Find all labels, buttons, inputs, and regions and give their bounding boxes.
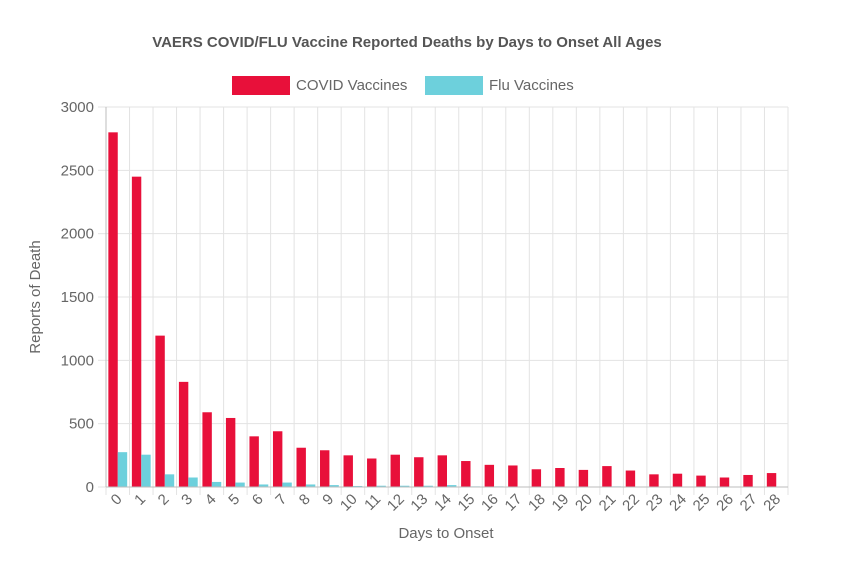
- x-tick-label: 12: [384, 491, 408, 515]
- x-tick-label: 1: [131, 491, 149, 509]
- x-tick-label: 2: [155, 491, 173, 509]
- legend[interactable]: COVID Vaccines Flu Vaccines: [232, 76, 574, 95]
- x-tick-label: 22: [619, 491, 643, 515]
- x-tick-label: 10: [337, 491, 361, 515]
- x-tick-label: 14: [431, 491, 455, 515]
- legend-item-covid[interactable]: COVID Vaccines: [232, 76, 407, 95]
- x-tick-label: 13: [407, 491, 431, 515]
- bar-flu[interactable]: [282, 483, 291, 487]
- bar-covid[interactable]: [461, 461, 470, 487]
- bar-covid[interactable]: [391, 455, 400, 487]
- legend-swatch-covid: [232, 76, 290, 95]
- y-tick-label: 3000: [61, 99, 94, 116]
- bar-covid[interactable]: [555, 468, 564, 487]
- bar-covid[interactable]: [132, 177, 141, 487]
- x-tick-label: 21: [596, 491, 620, 515]
- x-tick-label: 9: [319, 491, 337, 509]
- bar-covid[interactable]: [226, 418, 235, 487]
- bar-covid[interactable]: [602, 466, 611, 487]
- x-tick-label: 6: [249, 491, 267, 509]
- bar-covid[interactable]: [249, 436, 258, 487]
- x-tick-label: 3: [178, 491, 196, 509]
- bar-covid[interactable]: [179, 382, 188, 487]
- bar-flu[interactable]: [212, 482, 221, 487]
- bar-covid[interactable]: [202, 412, 211, 487]
- bar-covid[interactable]: [720, 478, 729, 488]
- x-tick-label: 0: [108, 491, 126, 509]
- x-tick-label: 15: [455, 491, 479, 515]
- bar-flu[interactable]: [188, 478, 197, 488]
- bar-covid[interactable]: [696, 476, 705, 487]
- x-tick-label: 26: [713, 491, 737, 515]
- legend-label-flu: Flu Vaccines: [489, 77, 574, 94]
- y-tick-label: 500: [69, 416, 94, 433]
- bar-covid[interactable]: [273, 431, 282, 487]
- bar-covid[interactable]: [649, 474, 658, 487]
- bar-covid[interactable]: [485, 465, 494, 487]
- y-tick-label: 2500: [61, 162, 94, 179]
- bar-covid[interactable]: [626, 471, 635, 487]
- bars: [108, 132, 785, 487]
- legend-item-flu[interactable]: Flu Vaccines: [425, 76, 574, 95]
- x-tick-label: 27: [737, 491, 761, 515]
- x-tick-label: 23: [643, 491, 667, 515]
- bar-flu[interactable]: [118, 452, 127, 487]
- x-tick-label: 5: [225, 491, 243, 509]
- legend-swatch-flu: [425, 76, 483, 95]
- x-tick-label: 16: [478, 491, 502, 515]
- bar-covid[interactable]: [532, 469, 541, 487]
- bar-flu[interactable]: [235, 483, 244, 487]
- bar-covid[interactable]: [155, 336, 164, 487]
- legend-label-covid: COVID Vaccines: [296, 77, 407, 94]
- y-axis-title: Reports of Death: [27, 240, 44, 353]
- x-axis-title: Days to Onset: [398, 525, 494, 542]
- x-tick-label: 8: [296, 491, 314, 509]
- bar-covid[interactable]: [508, 465, 517, 487]
- x-tick-label: 17: [502, 491, 526, 515]
- bar-covid[interactable]: [296, 448, 305, 487]
- bar-covid[interactable]: [579, 470, 588, 487]
- bar-flu[interactable]: [165, 474, 174, 487]
- y-tick-label: 1500: [61, 289, 94, 306]
- y-tick-label: 1000: [61, 352, 94, 369]
- bar-covid[interactable]: [414, 457, 423, 487]
- bar-covid[interactable]: [438, 455, 447, 487]
- x-tick-label: 7: [272, 491, 290, 509]
- bar-covid[interactable]: [673, 474, 682, 487]
- bar-covid[interactable]: [743, 475, 752, 487]
- bar-covid[interactable]: [367, 459, 376, 488]
- x-tick-label: 19: [549, 491, 573, 515]
- x-tick-label: 28: [760, 491, 784, 515]
- x-tick-label: 20: [572, 491, 596, 515]
- bar-covid[interactable]: [108, 132, 117, 487]
- bar-covid[interactable]: [320, 450, 329, 487]
- chart-title: VAERS COVID/FLU Vaccine Reported Deaths …: [152, 34, 662, 51]
- x-tick-label: 25: [690, 491, 714, 515]
- grid: [98, 107, 788, 495]
- bar-flu[interactable]: [141, 455, 150, 487]
- bar-covid[interactable]: [767, 473, 776, 487]
- x-tick-label: 4: [202, 491, 220, 509]
- y-tick-label: 0: [86, 479, 94, 496]
- bar-covid[interactable]: [344, 455, 353, 487]
- y-tick-label: 2000: [61, 226, 94, 243]
- x-tick-label: 18: [525, 491, 549, 515]
- x-tick-label: 24: [666, 491, 690, 515]
